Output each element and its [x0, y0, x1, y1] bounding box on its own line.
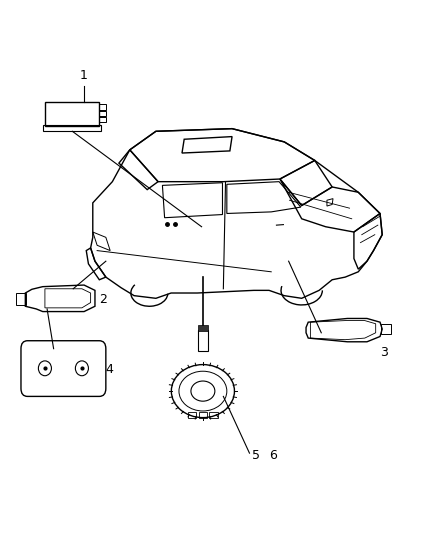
Text: 1: 1 — [80, 69, 88, 82]
Polygon shape — [198, 325, 208, 331]
Text: 6: 6 — [269, 449, 277, 462]
Text: 3: 3 — [380, 346, 388, 359]
Text: 4: 4 — [105, 364, 113, 376]
Text: 5: 5 — [252, 449, 260, 462]
Text: 2: 2 — [99, 293, 107, 306]
